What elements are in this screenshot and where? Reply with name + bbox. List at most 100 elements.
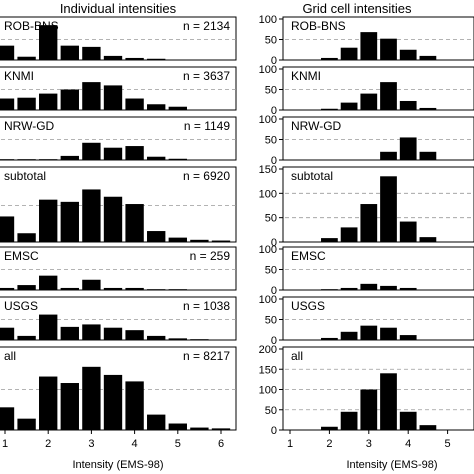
bar-mark: [103, 147, 123, 160]
right-panel-label: USGS: [291, 299, 325, 313]
x-tick-label: 6: [218, 438, 224, 450]
sample-count-label: n = 259: [190, 249, 231, 263]
x-tick-label: 5: [175, 438, 181, 450]
right-x-axis-title: Intensity (EMS-98): [346, 459, 437, 471]
bar-mark: [399, 100, 417, 110]
bar-mark: [147, 156, 166, 160]
y-tick-label: 100: [259, 385, 277, 397]
bar-mark: [168, 338, 187, 340]
left-panel-label: KNMI: [4, 69, 34, 83]
bar-mark: [39, 93, 58, 110]
bar-mark: [39, 314, 58, 340]
left-panel-all: all n = 8217: [0, 346, 237, 431]
sample-count-label: n = 1038: [183, 299, 230, 313]
left-panel-rob-bns: ROB-BNS n = 2134: [0, 16, 237, 61]
bar-mark: [82, 82, 101, 110]
bar-mark: [399, 137, 417, 160]
bar-mark: [147, 231, 166, 242]
right-panel-frame: [282, 346, 474, 431]
y-tick-label: 0: [271, 285, 277, 297]
x-tick-label: 1: [2, 438, 8, 450]
bar-mark: [125, 146, 144, 160]
bar-mark: [321, 57, 338, 60]
right-panel-frame: [282, 166, 474, 243]
bar-mark: [321, 108, 338, 110]
bar-mark: [82, 142, 101, 160]
bar-mark: [168, 237, 187, 242]
bar-mark: [321, 426, 338, 430]
bar-mark: [39, 159, 58, 160]
right-panel-label: NRW-GD: [291, 119, 342, 133]
right-panel-label: ROB-BNS: [291, 19, 346, 33]
y-tick-label: 0: [271, 425, 277, 437]
bar-mark: [60, 89, 79, 110]
bar-mark: [125, 57, 144, 60]
bar-mark: [147, 289, 166, 290]
bar-mark: [17, 233, 36, 242]
right-panel-label: all: [291, 349, 303, 363]
bar-mark: [60, 201, 79, 242]
left-panel-emsc: EMSC n = 259: [0, 246, 237, 291]
right-panel-usgs: USGS 0 50 100: [259, 294, 474, 347]
bar-mark: [60, 155, 79, 160]
y-tick-label: 50: [265, 135, 277, 147]
bar-mark: [399, 287, 417, 290]
bar-mark: [168, 289, 187, 290]
bar-mark: [125, 330, 144, 340]
bar-mark: [321, 337, 338, 340]
bar-mark: [380, 176, 397, 242]
right-panel-frame: [282, 246, 474, 291]
bar-mark: [103, 374, 123, 430]
right-panel-rob-bns: ROB-BNS 0 50 100: [259, 14, 474, 67]
bar-mark: [321, 289, 338, 290]
bar-mark: [0, 159, 15, 160]
right-panel-knmi: KNMI 0 50 100: [259, 64, 474, 117]
bar-mark: [360, 389, 378, 430]
bar-mark: [168, 423, 187, 430]
bar-mark: [0, 327, 15, 340]
left-panel-knmi: KNMI n = 3637: [0, 66, 237, 111]
bar-mark: [39, 199, 58, 242]
left-panel-subtotal: subtotal n = 6920: [0, 166, 237, 243]
y-tick-label: 200: [259, 344, 277, 356]
bar-mark: [321, 238, 338, 242]
bar-mark: [419, 237, 437, 242]
left-panel-label: NRW-GD: [4, 119, 55, 133]
bar-mark: [419, 107, 437, 110]
right-panel-label: KNMI: [291, 69, 321, 83]
bar-mark: [419, 55, 437, 60]
bar-mark: [0, 287, 15, 290]
bar-mark: [103, 287, 123, 290]
bar-mark: [17, 56, 36, 60]
y-tick-label: 0: [271, 155, 277, 167]
x-tick-label: 5: [445, 438, 451, 450]
right-panel-emsc: EMSC 0 50 100: [259, 244, 474, 297]
y-tick-label: 50: [265, 85, 277, 97]
bar-mark: [340, 47, 358, 60]
right-panel-label: subtotal: [291, 169, 333, 183]
bar-mark: [17, 159, 36, 160]
bar-mark: [60, 383, 79, 430]
bar-mark: [419, 151, 437, 160]
bar-mark: [360, 93, 378, 110]
x-tick-label: 3: [366, 438, 372, 450]
bar-mark: [82, 46, 101, 60]
x-tick-label: 2: [45, 438, 51, 450]
left-column-title: Individual intensities: [60, 1, 177, 16]
bar-mark: [147, 58, 166, 60]
bar-mark: [360, 283, 378, 290]
left-panel-label: ROB-BNS: [4, 19, 59, 33]
right-panel-frame: [282, 16, 474, 61]
sample-count-label: n = 8217: [183, 349, 230, 363]
y-tick-label: 100: [259, 64, 277, 76]
bar-mark: [419, 425, 437, 430]
bar-mark: [103, 55, 123, 60]
bar-mark: [340, 287, 358, 290]
bar-mark: [82, 279, 101, 290]
bar-mark: [60, 45, 79, 60]
bar-mark: [17, 97, 36, 110]
bar-mark: [125, 98, 144, 110]
bar-mark: [380, 151, 397, 160]
bar-mark: [0, 216, 15, 242]
